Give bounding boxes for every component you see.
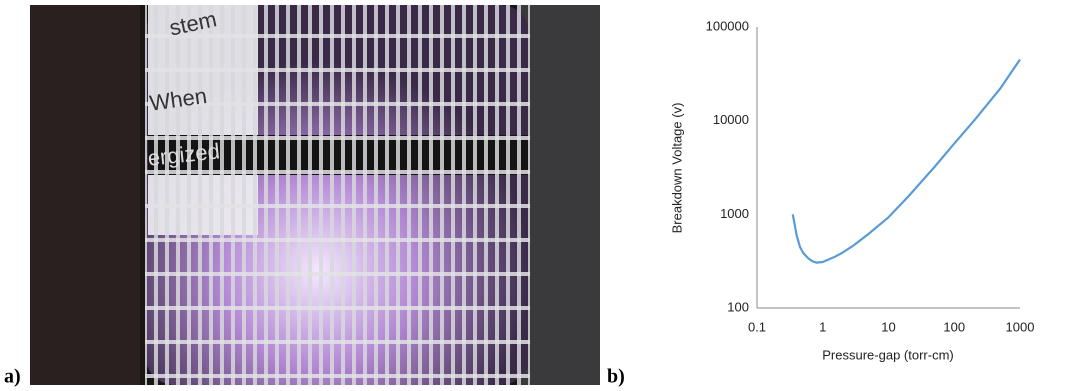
x-tick-label: 0.1 xyxy=(748,319,766,334)
data-line xyxy=(791,58,1021,264)
x-tick-label: 1000 xyxy=(1006,319,1035,334)
panel-label: b) xyxy=(607,366,625,388)
y-axis-label: Breakdown Voltage (v) xyxy=(669,103,684,234)
panel-label: a) xyxy=(4,366,21,388)
photo xyxy=(30,5,600,385)
x-tick-label: 1 xyxy=(819,319,826,334)
x-axis-label: Pressure-gap (torr-cm) xyxy=(822,347,953,362)
x-tick-label: 10 xyxy=(881,319,895,334)
y-tick-label: 1000 xyxy=(720,206,749,221)
y-tick-label: 100 xyxy=(727,299,749,314)
x-tick-label: 100 xyxy=(943,319,965,334)
y-tick-label: 100000 xyxy=(706,18,749,33)
y-tick-label: 10000 xyxy=(713,112,749,127)
